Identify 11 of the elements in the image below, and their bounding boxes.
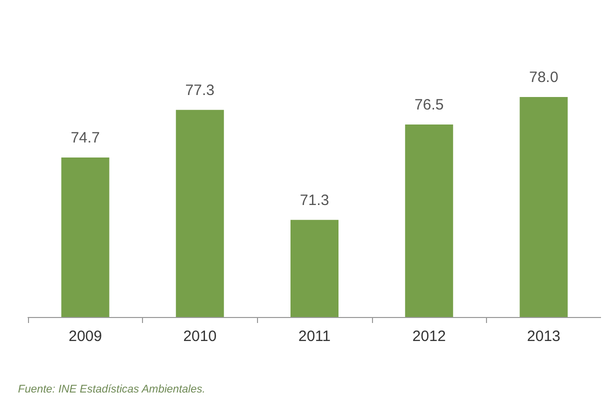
data-label: 74.7 xyxy=(70,130,100,146)
x-tick-label: 2009 xyxy=(68,328,102,345)
x-tick-label: 2012 xyxy=(412,328,446,345)
x-tick-label: 2011 xyxy=(298,328,331,345)
data-label: 71.3 xyxy=(300,192,330,209)
x-tick-label: 2010 xyxy=(183,328,217,345)
data-label: 76.5 xyxy=(414,96,444,114)
data-label: 78.0 xyxy=(529,69,558,86)
source-note: Fuente: INE Estadísticas Ambientales. xyxy=(18,384,206,396)
data-label: 77.3 xyxy=(185,82,214,99)
x-tick-label: 2013 xyxy=(527,328,560,345)
